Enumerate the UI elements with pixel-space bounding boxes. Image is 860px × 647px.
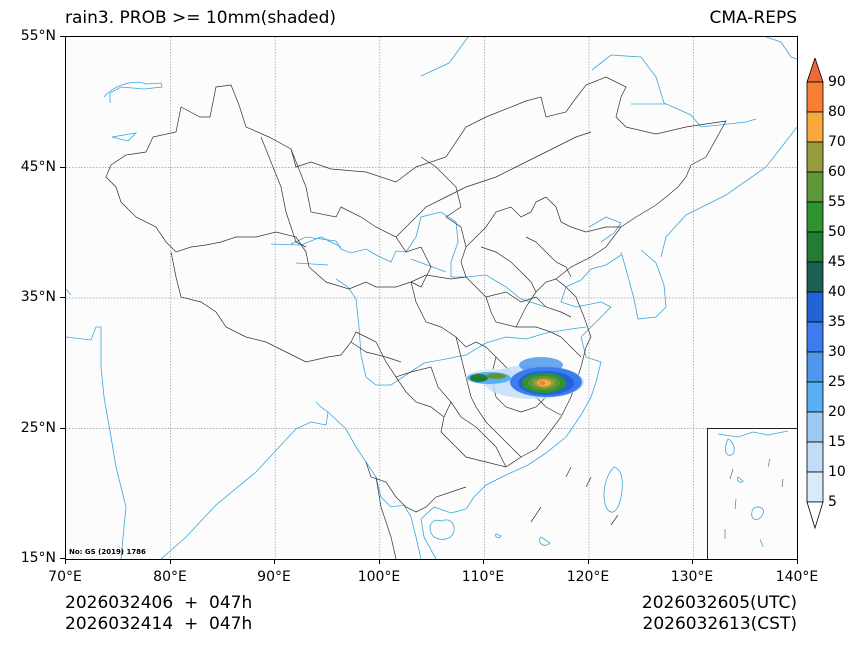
colorbar-label: 15 <box>828 434 846 450</box>
x-tick-label: 90°E <box>257 569 291 585</box>
x-tick-label: 100°E <box>357 569 401 585</box>
map-approval-number: No: GS (2019) 1786 <box>69 548 146 556</box>
colorbar-label: 50 <box>828 224 846 240</box>
init-time-cst: 2026032414 + 047h <box>65 614 253 634</box>
colorbar-extend-max <box>806 56 824 83</box>
x-tick-mark <box>65 559 66 564</box>
colorbar-label: 40 <box>828 284 846 300</box>
x-tick-mark <box>588 559 589 564</box>
inset-svg <box>717 430 789 548</box>
colorbar-label: 20 <box>828 404 846 420</box>
map-plot-area <box>65 36 798 560</box>
y-tick-mark <box>60 297 65 298</box>
valid-time-block: 2026032605(UTC) 2026032613(CST) <box>642 593 797 635</box>
chart-title: rain3. PROB >= 10mm(shaded) <box>65 8 337 28</box>
colorbar-label: 70 <box>828 134 846 150</box>
y-tick-label: 15°N <box>20 550 56 566</box>
y-tick-mark <box>60 558 65 559</box>
gridlines <box>66 37 797 559</box>
x-tick-label: 80°E <box>153 569 187 585</box>
colorbar-label: 80 <box>828 104 846 120</box>
colorbar-label: 5 <box>828 494 837 510</box>
init-time-block: 2026032406 + 047h 2026032414 + 047h <box>65 593 252 635</box>
x-tick-label: 120°E <box>566 569 610 585</box>
init-time-utc: 2026032406 + 047h <box>65 593 253 613</box>
colorbar-label: 90 <box>828 74 846 90</box>
colorbar-label: 10 <box>828 464 846 480</box>
x-tick-label: 130°E <box>670 569 714 585</box>
x-tick-label: 110°E <box>461 569 505 585</box>
x-tick-label: 70°E <box>48 569 82 585</box>
y-tick-label: 55°N <box>20 28 56 44</box>
coastlines-rivers <box>66 37 797 559</box>
y-tick-label: 25°N <box>20 420 56 436</box>
precip-probability-shading <box>466 357 584 399</box>
valid-time-cst: 2026032613(CST) <box>642 614 797 634</box>
valid-time-utc: 2026032605(UTC) <box>641 593 797 613</box>
y-tick-mark <box>60 428 65 429</box>
colorbar-label: 60 <box>828 164 846 180</box>
colorbar-label: 35 <box>828 314 846 330</box>
x-tick-mark <box>274 559 275 564</box>
x-tick-mark <box>170 559 171 564</box>
south-china-sea-inset <box>707 428 797 559</box>
x-tick-label: 140°E <box>775 569 819 585</box>
colorbar-extend-min <box>806 501 824 530</box>
colorbar <box>806 56 824 530</box>
colorbar-label: 30 <box>828 344 846 360</box>
y-tick-label: 45°N <box>20 159 56 175</box>
colorbar-svg <box>806 56 824 530</box>
y-tick-mark <box>60 36 65 37</box>
colorbar-label: 45 <box>828 254 846 270</box>
x-tick-mark <box>692 559 693 564</box>
colorbar-label: 55 <box>828 194 846 210</box>
x-tick-mark <box>379 559 380 564</box>
colorbar-label: 25 <box>828 374 846 390</box>
model-name: CMA-REPS <box>709 8 797 28</box>
x-tick-mark <box>483 559 484 564</box>
x-tick-mark <box>797 559 798 564</box>
y-tick-mark <box>60 167 65 168</box>
admin-boundaries <box>105 76 727 559</box>
map-svg <box>66 37 797 559</box>
y-tick-label: 35°N <box>20 289 56 305</box>
